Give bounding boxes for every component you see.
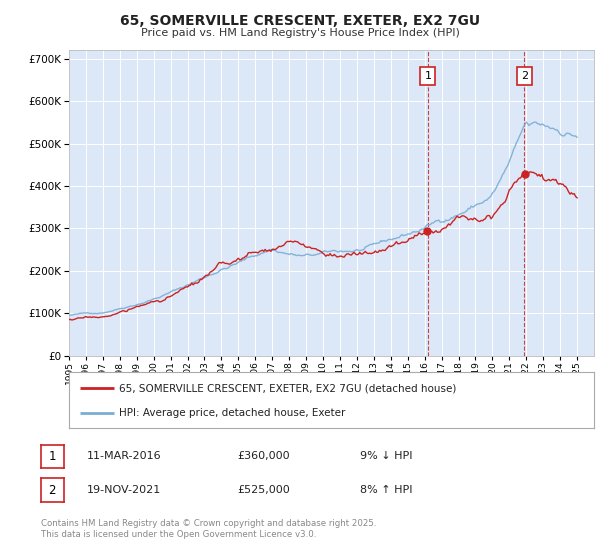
Text: 9% ↓ HPI: 9% ↓ HPI <box>360 451 413 461</box>
Text: 11-MAR-2016: 11-MAR-2016 <box>87 451 161 461</box>
Text: 65, SOMERVILLE CRESCENT, EXETER, EX2 7GU (detached house): 65, SOMERVILLE CRESCENT, EXETER, EX2 7GU… <box>119 383 456 393</box>
Text: 2: 2 <box>49 483 56 497</box>
Text: 1: 1 <box>424 71 431 81</box>
Text: This data is licensed under the Open Government Licence v3.0.: This data is licensed under the Open Gov… <box>41 530 316 539</box>
Text: Price paid vs. HM Land Registry's House Price Index (HPI): Price paid vs. HM Land Registry's House … <box>140 28 460 38</box>
Text: 19-NOV-2021: 19-NOV-2021 <box>87 485 161 495</box>
Text: 1: 1 <box>49 450 56 463</box>
Text: HPI: Average price, detached house, Exeter: HPI: Average price, detached house, Exet… <box>119 408 345 418</box>
Text: £360,000: £360,000 <box>237 451 290 461</box>
Text: 2: 2 <box>521 71 528 81</box>
Text: £525,000: £525,000 <box>237 485 290 495</box>
Text: Contains HM Land Registry data © Crown copyright and database right 2025.: Contains HM Land Registry data © Crown c… <box>41 519 376 528</box>
Text: 8% ↑ HPI: 8% ↑ HPI <box>360 485 413 495</box>
Text: 65, SOMERVILLE CRESCENT, EXETER, EX2 7GU: 65, SOMERVILLE CRESCENT, EXETER, EX2 7GU <box>120 14 480 28</box>
